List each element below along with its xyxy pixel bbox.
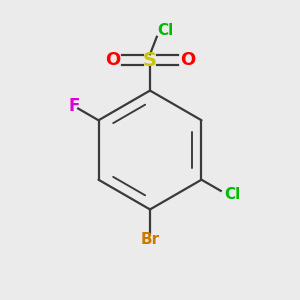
Text: Br: Br — [140, 232, 160, 247]
Text: O: O — [105, 51, 120, 69]
Text: Cl: Cl — [224, 187, 241, 202]
Text: S: S — [143, 51, 157, 70]
Text: F: F — [68, 97, 80, 115]
Text: Cl: Cl — [158, 23, 174, 38]
Text: O: O — [180, 51, 195, 69]
